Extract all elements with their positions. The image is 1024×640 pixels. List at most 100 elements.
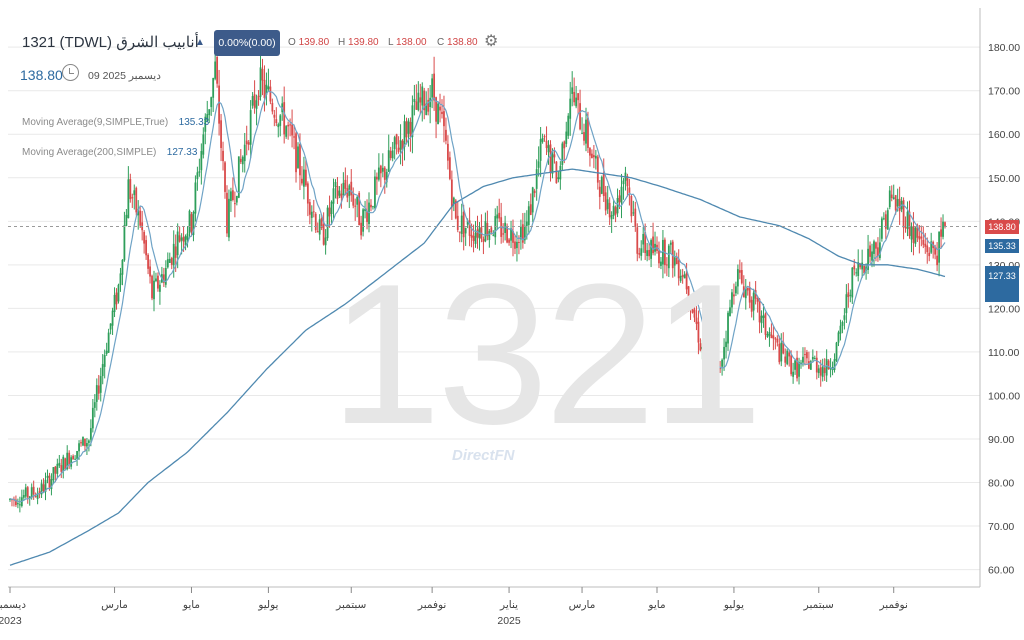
x-tick-label: يوليو (723, 599, 744, 611)
chart-title: 1321 (TDWL) أنابيب الشرق (22, 34, 199, 51)
candle-body (117, 284, 120, 302)
candle-body (488, 231, 491, 241)
candle-body (415, 101, 418, 110)
candle-body (685, 273, 688, 290)
candle-body (809, 361, 812, 370)
candle-body (391, 150, 394, 159)
candle-body (731, 292, 733, 308)
candle-body (492, 234, 495, 236)
candle-body (780, 342, 783, 362)
candle-body (135, 187, 138, 213)
candle-body (468, 220, 471, 236)
candle-body (845, 294, 848, 314)
candle-body (210, 97, 213, 108)
candle-body (508, 239, 510, 243)
candle-body (149, 266, 151, 277)
candle-body (553, 154, 556, 158)
candle-body (352, 194, 355, 206)
candle-body (581, 132, 583, 134)
candle-body (594, 155, 597, 159)
candle-body (157, 275, 159, 289)
clock-icon[interactable] (62, 64, 79, 81)
candle-body (752, 292, 755, 311)
ma9-line (9, 90, 946, 503)
x-tick-year: 2025 (497, 615, 521, 627)
ohlc-low: L 138.00 (388, 37, 427, 48)
candle-body (143, 231, 146, 244)
candle-body (754, 290, 757, 299)
candle-body (794, 360, 796, 370)
candle-body (445, 129, 447, 141)
candle-body (54, 466, 57, 474)
candle-body (407, 120, 410, 134)
candle-body (549, 144, 552, 173)
candle-body (419, 97, 422, 103)
candle-body (247, 142, 250, 145)
ma9-price-tag: 135.33 (985, 238, 1019, 253)
candle-body (269, 86, 272, 102)
candle-body (928, 252, 931, 257)
candle-body (525, 221, 528, 227)
candle-body (474, 232, 477, 244)
candle-body (28, 496, 31, 499)
y-tick-label: 80.00 (988, 478, 1014, 490)
candle-body (287, 124, 290, 127)
candle-body (184, 236, 187, 246)
candle-body (470, 234, 473, 238)
candle-body (760, 315, 763, 324)
indicator-ma9[interactable]: Moving Average(9,SIMPLE,True) 135.33 (22, 117, 210, 128)
candle-body (332, 188, 335, 204)
change-badge[interactable]: 0.00%(0.00) (214, 30, 280, 56)
candle-body (452, 197, 455, 205)
candle-body (279, 115, 282, 126)
candle-body (178, 235, 181, 242)
candle-body (377, 167, 380, 180)
candle-body (267, 86, 270, 90)
candle-body (823, 367, 826, 374)
candle-body (78, 443, 80, 452)
candle-body (798, 362, 800, 377)
gear-icon[interactable]: ⚙ (484, 33, 499, 50)
candle-body (421, 86, 424, 106)
candle-body (600, 176, 603, 194)
candle-body (24, 487, 27, 497)
candle-body (723, 346, 725, 360)
candle-body (168, 258, 171, 263)
indicator-ma200[interactable]: Moving Average(200,SIMPLE) 127.33 (22, 147, 198, 158)
candle-body (539, 139, 542, 161)
candle-body (137, 208, 140, 216)
candle-body (239, 158, 242, 163)
candle-body (425, 103, 428, 115)
candle-body (837, 332, 840, 343)
candle-body (466, 220, 469, 225)
candle-body (222, 150, 224, 162)
candle-body (529, 204, 532, 215)
candle-body (709, 357, 712, 366)
candle-body (729, 307, 731, 316)
candle-body (303, 169, 305, 187)
candle-body (131, 197, 134, 199)
candle-body (123, 224, 126, 261)
brand-watermark: DirectFN (452, 447, 515, 464)
candle-body (364, 209, 366, 212)
candle-body (843, 315, 846, 320)
candle-body (693, 309, 696, 318)
candle-body (30, 487, 33, 498)
candle-body (906, 211, 909, 229)
candles-group (9, 40, 946, 513)
candle-body (863, 266, 866, 274)
y-tick-label: 180.00 (988, 42, 1020, 54)
candle-body (632, 212, 635, 214)
candle-body (575, 97, 578, 107)
candle-body (587, 117, 589, 148)
candle-body (652, 236, 654, 254)
candle-body (261, 68, 264, 81)
candle-body (16, 503, 19, 505)
candle-body (614, 207, 617, 215)
candle-body (198, 171, 201, 173)
candle-body (630, 196, 633, 217)
candle-body (770, 334, 773, 339)
candle-body (660, 261, 662, 266)
candle-body (403, 121, 406, 148)
